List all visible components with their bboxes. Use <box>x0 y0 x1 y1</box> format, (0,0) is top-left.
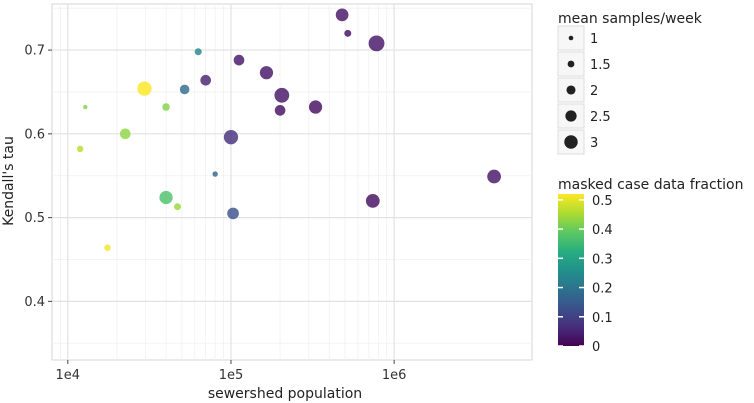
data-point <box>227 207 239 220</box>
data-point <box>159 190 173 205</box>
colorbar-label: 0.2 <box>592 282 613 297</box>
size-legend-label: 1 <box>590 32 598 47</box>
y-tick-label: 0.6 <box>24 127 45 142</box>
grid-lines <box>52 4 532 360</box>
x-tick-label: 1e6 <box>382 368 407 383</box>
axes: sewershed population Kendall's tau 1e4 1e… <box>1 44 406 402</box>
colorbar <box>558 194 584 346</box>
data-point <box>119 128 131 140</box>
size-legend-label: 2.5 <box>590 110 611 125</box>
size-legend-symbol <box>565 110 577 122</box>
size-legend-label: 1.5 <box>590 58 611 73</box>
size-legend-symbol <box>567 60 575 68</box>
data-point <box>335 8 349 22</box>
size-legend-title: mean samples/week <box>558 11 703 27</box>
data-point <box>76 145 84 153</box>
size-legend-symbol <box>566 85 576 95</box>
colorbar-label: 0 <box>592 340 600 355</box>
data-point <box>223 130 239 145</box>
legends: mean samples/week masked case data fract… <box>557 11 743 355</box>
data-point <box>368 35 385 52</box>
data-point <box>179 84 190 95</box>
y-tick-label: 0.7 <box>24 44 45 59</box>
size-legend-symbol <box>568 35 574 41</box>
data-point <box>137 81 152 96</box>
data-point <box>194 48 202 56</box>
plot-panel <box>51 3 533 361</box>
data-point <box>365 193 380 208</box>
y-axis-label: Kendall's tau <box>1 136 17 226</box>
size-legend-label: 3 <box>590 136 598 151</box>
data-points <box>76 8 501 251</box>
data-point <box>104 244 111 251</box>
size-legend-symbol <box>564 135 578 149</box>
data-point <box>274 105 286 116</box>
x-tick-label: 1e5 <box>219 368 244 383</box>
plot-background <box>51 3 533 361</box>
colorbar-label: 0.4 <box>592 223 613 238</box>
y-tick-label: 0.4 <box>24 295 45 310</box>
colorbar-label: 0.5 <box>592 194 613 209</box>
data-point <box>173 203 181 211</box>
x-tick-label: 1e4 <box>56 368 81 383</box>
data-point <box>274 87 290 103</box>
data-point <box>487 169 501 184</box>
color-legend-title: masked case data fraction <box>558 177 743 193</box>
size-legend-label: 2 <box>590 84 598 99</box>
y-tick-label: 0.5 <box>24 211 45 226</box>
data-point <box>308 100 323 114</box>
colorbar-label: 0.3 <box>592 252 613 267</box>
data-point <box>233 54 245 66</box>
data-point <box>83 104 88 110</box>
data-point <box>162 103 170 111</box>
x-axis-label: sewershed population <box>208 386 362 402</box>
colorbar-label: 0.1 <box>592 311 613 326</box>
data-point <box>200 74 212 86</box>
data-point <box>344 29 352 37</box>
data-point <box>212 171 218 177</box>
data-point <box>259 66 274 80</box>
